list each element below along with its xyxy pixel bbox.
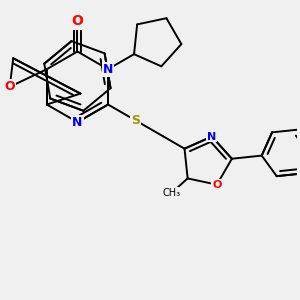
Text: N: N: [72, 116, 82, 129]
Text: CH₃: CH₃: [163, 188, 181, 198]
Text: O: O: [71, 14, 83, 28]
Text: S: S: [131, 114, 140, 127]
Text: O: O: [212, 180, 222, 190]
Text: N: N: [103, 63, 113, 76]
Text: N: N: [207, 131, 217, 142]
Text: O: O: [4, 80, 15, 93]
